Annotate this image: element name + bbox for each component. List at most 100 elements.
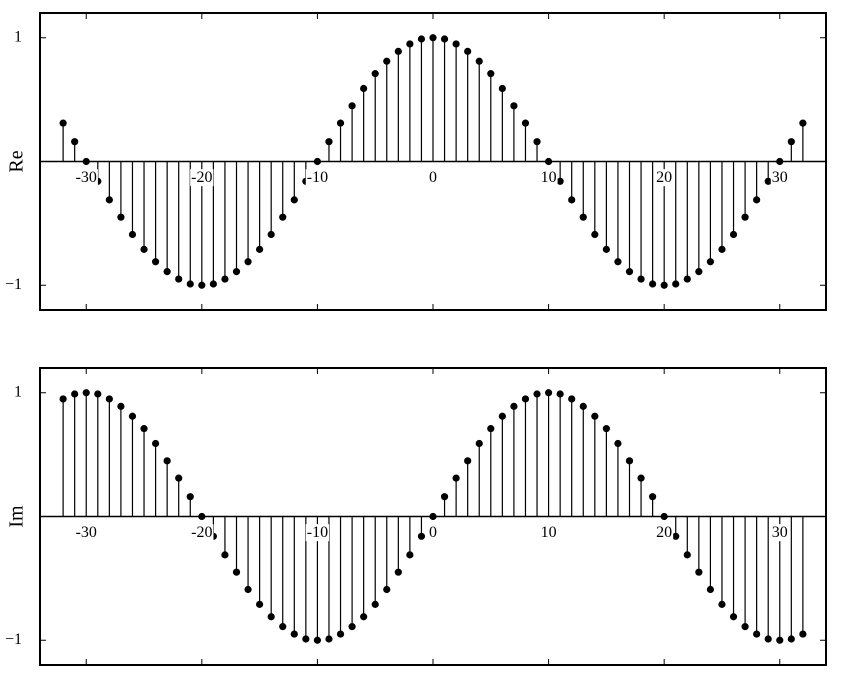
x-tick-label-bg xyxy=(305,169,330,187)
stem-marker xyxy=(371,600,379,608)
stem-marker xyxy=(406,40,414,48)
stem-marker xyxy=(521,119,530,127)
x-tick-label: 30 xyxy=(772,524,788,541)
stem-marker xyxy=(568,196,576,204)
stem-marker xyxy=(94,390,102,398)
stem-marker xyxy=(59,395,67,403)
stem-marker xyxy=(325,138,333,146)
stem-marker xyxy=(683,275,691,283)
x-tick-label: 0 xyxy=(429,169,437,186)
stem-marker xyxy=(440,35,449,43)
stem-marker xyxy=(406,551,414,559)
stem-marker xyxy=(313,636,322,644)
stem-marker xyxy=(591,412,599,420)
stem-marker xyxy=(383,57,391,65)
y-axis-label: Re xyxy=(6,150,28,172)
stem-marker xyxy=(417,532,426,540)
stem-marker xyxy=(290,196,298,204)
stem-marker xyxy=(232,268,241,276)
y-tick-label: 1 xyxy=(14,28,22,45)
stem-marker xyxy=(429,34,437,42)
x-tick-label-bg xyxy=(428,169,438,187)
stem-marker xyxy=(452,40,460,48)
stem-marker xyxy=(290,630,298,638)
stem-marker xyxy=(394,568,402,576)
x-tick-label: -30 xyxy=(76,524,97,541)
stem-marker xyxy=(579,213,587,221)
stem-marker xyxy=(267,230,275,239)
stem-marker xyxy=(637,474,645,482)
stem-marker xyxy=(163,457,171,465)
stem-marker xyxy=(614,439,622,448)
stem-marker xyxy=(221,275,229,283)
stem-marker xyxy=(105,395,113,403)
stem-marker xyxy=(753,630,761,638)
x-tick-label: 10 xyxy=(541,169,557,186)
stem-marker xyxy=(186,280,194,288)
stem-marker xyxy=(544,389,553,397)
stem-marker xyxy=(695,268,703,276)
x-tick-label: -30 xyxy=(76,169,97,186)
stem-marker xyxy=(128,412,137,420)
stem-marker xyxy=(475,439,483,448)
stem-marker xyxy=(186,493,194,501)
stem-marker xyxy=(209,280,217,288)
stem-marker xyxy=(394,47,402,55)
stem-marker xyxy=(198,281,206,289)
stem-marker xyxy=(649,280,657,288)
x-tick-label-bg xyxy=(190,524,214,542)
stem-marker xyxy=(649,493,657,501)
stem-marker xyxy=(510,402,518,410)
stem-marker xyxy=(71,390,79,398)
x-tick-label: -20 xyxy=(191,169,212,186)
stem-marker xyxy=(729,230,738,239)
stem-marker xyxy=(787,635,795,643)
stem-marker xyxy=(556,177,564,185)
stem-marker xyxy=(117,402,125,410)
stem-marker xyxy=(371,70,379,78)
stem-marker xyxy=(279,213,287,221)
stem-marker xyxy=(464,47,472,55)
stem-marker xyxy=(82,389,90,397)
stem-marker xyxy=(475,57,483,65)
stem-marker xyxy=(279,623,287,631)
x-tick-label-bg xyxy=(770,524,789,542)
stem-marker xyxy=(71,138,79,146)
stem-marker xyxy=(776,636,784,644)
stem-marker xyxy=(440,493,449,501)
stem-marker xyxy=(787,138,795,146)
x-tick-label: 0 xyxy=(429,524,437,541)
stem-marker xyxy=(151,439,160,448)
stem-marker xyxy=(637,275,645,283)
stem-marker xyxy=(59,119,67,127)
stem-marker xyxy=(741,213,749,221)
x-tick-label-bg xyxy=(539,169,558,187)
stem-marker xyxy=(568,395,576,403)
stem-marker xyxy=(232,568,241,576)
stem-marker xyxy=(336,119,345,127)
y-axis-label: Im xyxy=(6,505,28,528)
x-tick-label-bg xyxy=(655,169,674,187)
stem-marker xyxy=(256,600,264,608)
stem-marker xyxy=(498,412,506,420)
stem-marker xyxy=(267,613,275,621)
stem-marker xyxy=(718,600,726,608)
stem-marker xyxy=(764,635,772,643)
stem-plot: -30 -20 -10 0 10 20 30 −1 1 Re xyxy=(5,12,827,311)
x-tick-label-bg xyxy=(190,169,214,187)
stem-marker xyxy=(602,245,610,253)
y-tick-label: 1 xyxy=(14,383,22,400)
stem-marker xyxy=(753,196,761,204)
x-tick-label: -10 xyxy=(307,524,328,541)
stem-marker xyxy=(533,390,541,398)
stem-marker xyxy=(579,402,587,410)
x-tick-label-bg xyxy=(428,524,438,542)
stem-marker xyxy=(348,102,356,110)
stem-marker xyxy=(128,230,137,239)
stem-marker xyxy=(175,275,183,283)
stem-marker xyxy=(625,457,634,465)
stem-marker xyxy=(117,213,125,221)
stem-marker xyxy=(683,551,691,559)
x-tick-label-bg xyxy=(539,524,558,542)
